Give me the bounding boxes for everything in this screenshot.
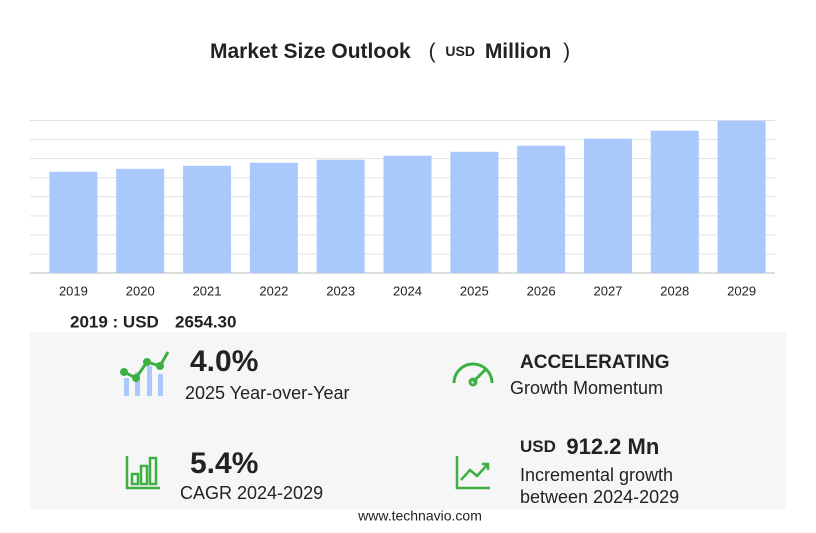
bar [116, 168, 165, 273]
bar [583, 138, 632, 273]
stat-label: Incremental growth [520, 465, 673, 485]
bar [650, 130, 699, 273]
x-tick-label: 2019 [59, 283, 88, 298]
x-tick-label: 2029 [727, 283, 756, 298]
x-tick-label: 2022 [259, 283, 288, 298]
x-tick-label: 2020 [126, 283, 155, 298]
bar [383, 155, 432, 273]
stat-label: between 2024-2029 [520, 487, 679, 507]
bar [517, 145, 566, 273]
stat-value: 5.4% [190, 447, 258, 480]
stat-value: ACCELERATING [520, 352, 670, 373]
x-tick-label: 2025 [460, 283, 489, 298]
gauge-icon [452, 362, 494, 387]
bar [183, 165, 232, 273]
x-tick-label: 2021 [193, 283, 222, 298]
footer: www.technavio.com [357, 508, 482, 524]
stat-label: CAGR 2024-2029 [180, 483, 323, 503]
x-tick-label: 2027 [593, 283, 622, 298]
stat-label: Growth Momentum [510, 378, 663, 398]
base-label: 2019 : USD [70, 312, 159, 331]
bar [450, 151, 499, 273]
stat-value: 4.0% [190, 345, 258, 378]
x-tick-label: 2026 [527, 283, 556, 298]
bar [717, 120, 766, 273]
plot: 2019 2020 2021 2022 2023 2024 2025 2026 2027 2028… [30, 120, 775, 298]
bar [49, 171, 98, 273]
x-tick-label: 2028 [660, 283, 689, 298]
bars-icon [125, 456, 160, 490]
stat-label: 2025 Year-over-Year [185, 383, 349, 403]
base-value: 2654.30 [175, 312, 236, 331]
x-tick-label: 2024 [393, 283, 422, 298]
chart-title: Market Size Outlook ( USD Million ) [210, 40, 570, 63]
growth-icon [120, 351, 170, 396]
bar [316, 159, 365, 273]
bar [249, 162, 298, 273]
trend-icon [455, 456, 490, 490]
x-tick-label: 2023 [326, 283, 355, 298]
stat-value: USD 912.2 Mn [520, 434, 659, 459]
